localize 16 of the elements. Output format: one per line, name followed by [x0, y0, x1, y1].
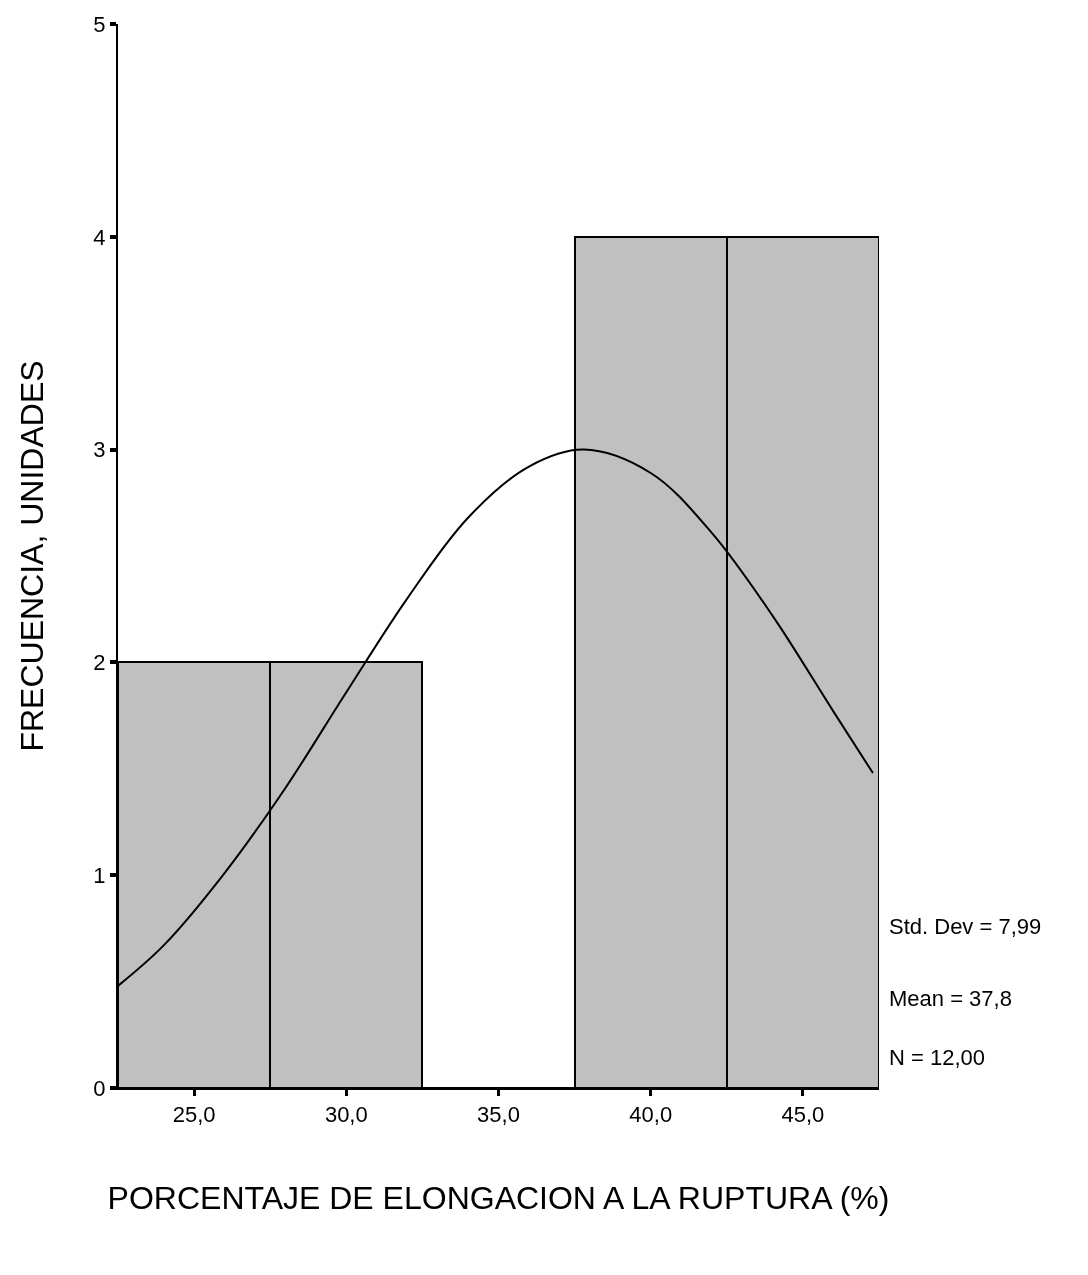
y-axis-title: FRECUENCIA, UNIDADES: [14, 360, 51, 752]
x-tick-label: 25,0: [172, 1102, 216, 1128]
y-tick-label: 2: [93, 650, 106, 676]
y-tick-label: 3: [93, 437, 106, 463]
x-tick-label: 45,0: [781, 1102, 825, 1128]
x-tick-label: 35,0: [477, 1102, 520, 1128]
text: Mean = 37,8: [889, 986, 1012, 1011]
y-tick-label: 0: [93, 1075, 106, 1101]
x-axis-title: PORCENTAJE DE ELONGACION A LA RUPTURA (%): [107, 1179, 890, 1216]
x-tick-label: 40,0: [629, 1102, 673, 1128]
y-tick-label: 5: [93, 11, 106, 37]
text: Std. Dev = 7,99: [889, 914, 1042, 939]
y-tick-label: 1: [93, 862, 106, 888]
x-tick-label: 30,0: [324, 1102, 368, 1128]
text: N = 12,00: [889, 1045, 986, 1070]
y-tick-label: 4: [93, 224, 106, 250]
